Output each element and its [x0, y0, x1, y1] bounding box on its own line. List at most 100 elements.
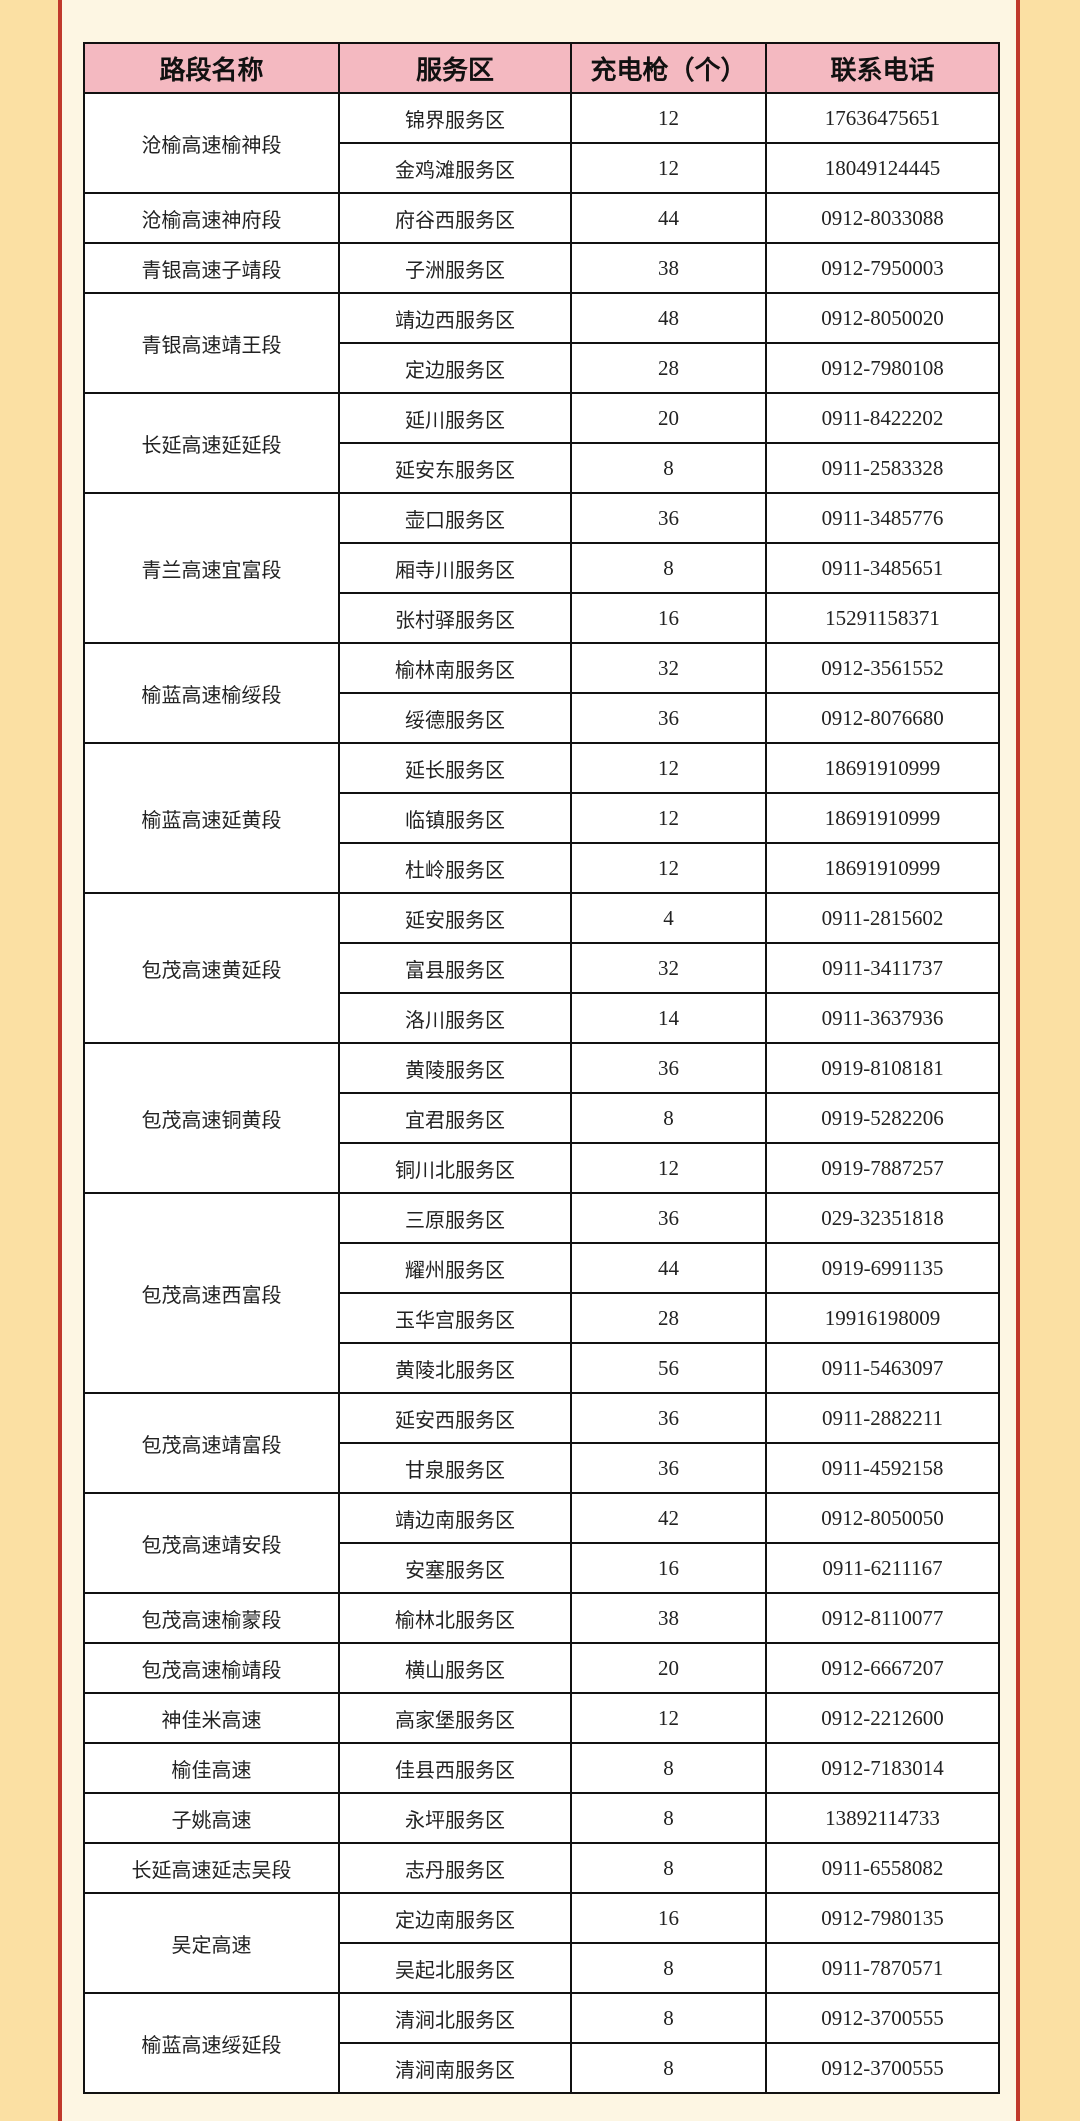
table-row: 沧榆高速榆神段 锦界服务区 12 17636475651 — [83, 92, 1000, 194]
charger-count-cell: 44 — [570, 192, 767, 244]
charger-count-cell: 8 — [570, 1992, 767, 2044]
phone-cell: 0911-3485776 — [765, 492, 1000, 544]
charger-count-cell: 16 — [570, 1892, 767, 1944]
table-row: 甘泉服务区 36 0911-4592158 — [84, 1442, 1000, 1494]
service-area-cell: 甘泉服务区 — [338, 1442, 572, 1494]
phone-cell: 029-32351818 — [765, 1192, 1000, 1244]
service-area-cell: 黄陵北服务区 — [338, 1342, 572, 1394]
table-row: 临镇服务区 12 18691910999 — [84, 792, 1000, 844]
charger-count-cell: 44 — [570, 1242, 767, 1294]
charger-count-cell: 12 — [570, 142, 767, 194]
service-area-cell: 耀州服务区 — [338, 1242, 572, 1294]
phone-cell: 13892114733 — [765, 1792, 1000, 1844]
phone-cell: 0912-3700555 — [765, 2042, 1000, 2094]
service-area-cell: 铜川北服务区 — [338, 1142, 572, 1194]
road-section-cell: 包茂高速靖富段 — [83, 1392, 340, 1494]
road-section-cell: 榆蓝高速榆绥段 — [83, 642, 340, 744]
road-section-cell: 神佳米高速 — [83, 1692, 340, 1744]
table-row: 包茂高速榆靖段 横山服务区 20 0912-6667207 — [83, 1642, 1000, 1694]
service-area-cell: 清涧南服务区 — [338, 2042, 572, 2094]
charger-count-cell: 8 — [570, 1842, 767, 1894]
phone-cell: 0919-8108181 — [765, 1042, 1000, 1094]
service-area-cell: 安塞服务区 — [338, 1542, 572, 1594]
road-section-cell: 包茂高速榆蒙段 — [83, 1592, 340, 1644]
charger-count-cell: 12 — [570, 92, 767, 144]
phone-cell: 18049124445 — [765, 142, 1000, 194]
phone-cell: 0912-2212600 — [765, 1692, 1000, 1744]
service-area-cell: 三原服务区 — [338, 1192, 572, 1244]
road-section-cell: 长延高速延志吴段 — [83, 1842, 340, 1894]
phone-cell: 0919-7887257 — [765, 1142, 1000, 1194]
phone-cell: 0912-7980135 — [765, 1892, 1000, 1944]
service-area-cell: 金鸡滩服务区 — [338, 142, 572, 194]
road-section-cell: 吴定高速 — [83, 1892, 340, 1994]
phone-cell: 0912-8110077 — [765, 1592, 1000, 1644]
phone-cell: 0911-3637936 — [765, 992, 1000, 1044]
table-row: 铜川北服务区 12 0919-7887257 — [84, 1142, 1000, 1194]
service-area-cell: 延长服务区 — [338, 742, 572, 794]
phone-cell: 0912-3700555 — [765, 1992, 1000, 2044]
table-row: 长延高速延志吴段 志丹服务区 8 0911-6558082 — [83, 1842, 1000, 1894]
phone-cell: 0911-4592158 — [765, 1442, 1000, 1494]
charger-count-cell: 28 — [570, 342, 767, 394]
table-row: 包茂高速黄延段 延安服务区 4 0911-2815602 — [83, 892, 1000, 1044]
service-area-cell: 延川服务区 — [338, 392, 572, 444]
table-row: 金鸡滩服务区 12 18049124445 — [84, 142, 1000, 194]
charger-count-cell: 28 — [570, 1292, 767, 1344]
table-row: 富县服务区 32 0911-3411737 — [84, 942, 1000, 994]
table-row: 杜岭服务区 12 18691910999 — [84, 842, 1000, 894]
service-area-cell: 横山服务区 — [338, 1642, 572, 1694]
service-area-cell: 玉华宫服务区 — [338, 1292, 572, 1344]
service-area-cell: 黄陵服务区 — [338, 1042, 572, 1094]
charger-count-cell: 12 — [570, 1142, 767, 1194]
charger-count-cell: 8 — [570, 442, 767, 494]
charger-count-cell: 4 — [570, 892, 767, 944]
table-row: 洛川服务区 14 0911-3637936 — [84, 992, 1000, 1044]
charger-count-cell: 14 — [570, 992, 767, 1044]
phone-cell: 0911-2583328 — [765, 442, 1000, 494]
service-area-cell: 杜岭服务区 — [338, 842, 572, 894]
phone-cell: 0912-8076680 — [765, 692, 1000, 744]
header-charger-count: 充电枪（个） — [570, 42, 767, 94]
charger-count-cell: 12 — [570, 1692, 767, 1744]
phone-cell: 0911-6558082 — [765, 1842, 1000, 1894]
table-row: 包茂高速榆蒙段 榆林北服务区 38 0912-8110077 — [83, 1592, 1000, 1644]
charger-count-cell: 12 — [570, 792, 767, 844]
table-row: 宜君服务区 8 0919-5282206 — [84, 1092, 1000, 1144]
table-row: 青银高速子靖段 子洲服务区 38 0912-7950003 — [83, 242, 1000, 294]
road-section-cell: 沧榆高速榆神段 — [83, 92, 340, 194]
phone-cell: 0912-3561552 — [765, 642, 1000, 694]
phone-cell: 0912-8050050 — [765, 1492, 1000, 1544]
road-section-cell: 沧榆高速神府段 — [83, 192, 340, 244]
service-area-cell: 洛川服务区 — [338, 992, 572, 1044]
phone-cell: 19916198009 — [765, 1292, 1000, 1344]
service-area-cell: 子洲服务区 — [338, 242, 572, 294]
phone-cell: 0919-6991135 — [765, 1242, 1000, 1294]
charger-count-cell: 8 — [570, 1092, 767, 1144]
phone-cell: 0911-8422202 — [765, 392, 1000, 444]
service-area-cell: 榆林北服务区 — [338, 1592, 572, 1644]
charger-count-cell: 32 — [570, 642, 767, 694]
phone-cell: 0911-2882211 — [765, 1392, 1000, 1444]
service-area-cell: 延安西服务区 — [338, 1392, 572, 1444]
table-row: 吴定高速 定边南服务区 16 0912-7980135 — [83, 1892, 1000, 1994]
charger-count-cell: 36 — [570, 1442, 767, 1494]
table-row: 沧榆高速神府段 府谷西服务区 44 0912-8033088 — [83, 192, 1000, 244]
charger-count-cell: 38 — [570, 1592, 767, 1644]
charging-station-table: 路段名称 服务区 充电枪（个） 联系电话 沧榆高速榆神段 锦界服务区 12 17636… — [83, 42, 1000, 2094]
table-row: 黄陵北服务区 56 0911-5463097 — [84, 1342, 1000, 1394]
table-row: 榆蓝高速绥延段 清涧北服务区 8 0912-3700555 — [83, 1992, 1000, 2094]
table-row: 清涧南服务区 8 0912-3700555 — [84, 2042, 1000, 2094]
header-road-section: 路段名称 — [83, 42, 340, 94]
service-area-cell: 富县服务区 — [338, 942, 572, 994]
service-area-cell: 永坪服务区 — [338, 1792, 572, 1844]
charger-count-cell: 8 — [570, 542, 767, 594]
table-row: 延安东服务区 8 0911-2583328 — [84, 442, 1000, 494]
table-row: 榆佳高速 佳县西服务区 8 0912-7183014 — [83, 1742, 1000, 1794]
table-row: 神佳米高速 高家堡服务区 12 0912-2212600 — [83, 1692, 1000, 1744]
table-row: 包茂高速西富段 三原服务区 36 029-32351818 — [83, 1192, 1000, 1394]
charger-count-cell: 16 — [570, 1542, 767, 1594]
charger-count-cell: 8 — [570, 1742, 767, 1794]
header-row: 路段名称 服务区 充电枪（个） 联系电话 — [83, 42, 1000, 94]
service-area-cell: 锦界服务区 — [338, 92, 572, 144]
